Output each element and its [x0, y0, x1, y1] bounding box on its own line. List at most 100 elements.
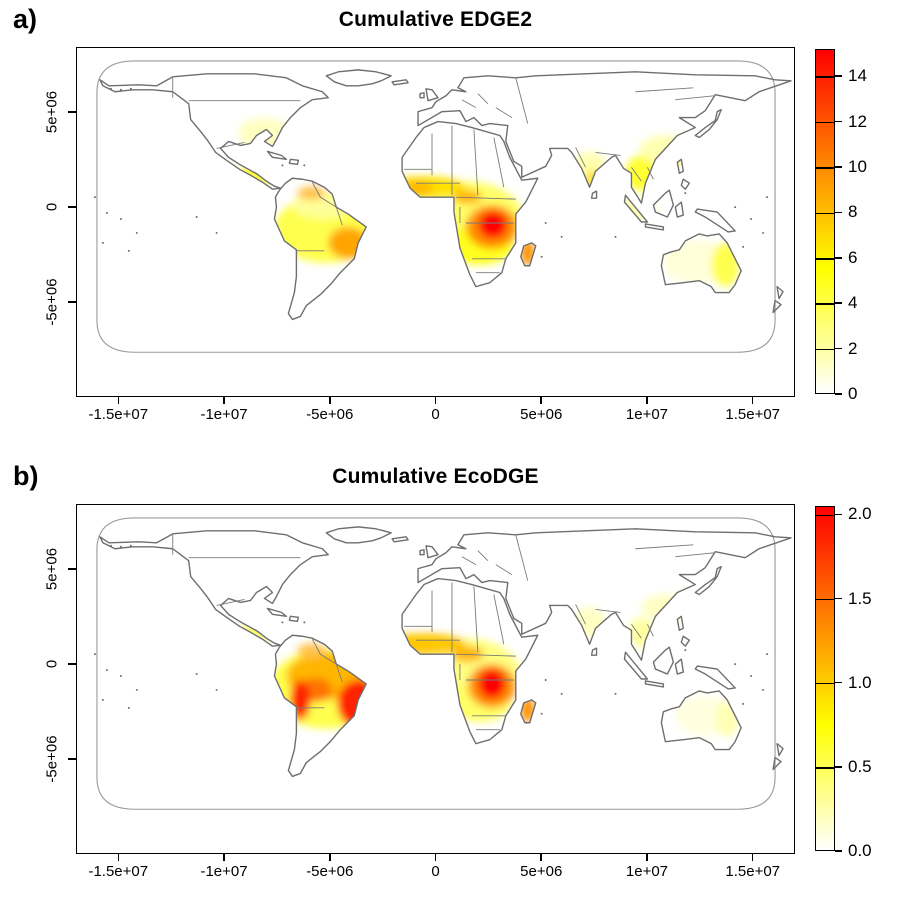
y-tick-label: 5e+06 [43, 90, 61, 134]
heat-region [615, 197, 656, 222]
x-tick-mark [646, 397, 648, 404]
panel-a-label: a) [13, 4, 38, 34]
x-tick-label: 0 [431, 406, 440, 423]
y-tick-label: 0 [43, 659, 61, 669]
colorbar-tick-mark [835, 681, 842, 684]
colorbar-tick-label: 10 [848, 157, 867, 177]
colorbar-tick-label: 6 [848, 247, 858, 267]
x-tick-mark [223, 854, 225, 861]
panel-b-label: b) [13, 461, 39, 491]
colorbar-tick-label: 12 [848, 111, 867, 131]
colorbar-tick-mark [835, 257, 842, 259]
panel-b-title: Cumulative EcoDGE [332, 465, 539, 488]
colorbar-tick-mark [835, 166, 842, 168]
colorbar-tick-label: 2.0 [848, 504, 872, 524]
x-tick-mark [434, 397, 437, 404]
colorbar-tick-line [816, 303, 834, 305]
y-tick-mark [68, 568, 76, 570]
x-tick-label: 1e+07 [625, 863, 669, 880]
colorbar-tick-mark [835, 597, 842, 600]
heat-region [238, 624, 275, 641]
colorbar-tick-label: 0.0 [848, 841, 872, 860]
x-tick-mark [117, 397, 120, 404]
colorbar-tick-line [816, 598, 834, 601]
panel-b-map-plot [76, 504, 795, 854]
panel-a-map-plot [76, 47, 795, 397]
colorbar-tick-mark [835, 302, 842, 304]
x-tick-mark [223, 397, 225, 404]
panel-b-colorbar [815, 506, 835, 851]
panel-a-title: Cumulative EDGE2 [338, 8, 533, 31]
colorbar-tick-mark [835, 120, 842, 123]
x-tick-mark [117, 854, 120, 861]
x-tick-mark [540, 854, 542, 861]
y-tick-label: -5e+06 [43, 735, 61, 783]
colorbar-tick-line [816, 121, 834, 124]
y-tick-mark [68, 301, 76, 303]
heat-region [715, 700, 740, 737]
y-tick-mark [68, 663, 76, 665]
colorbar-tick-mark [835, 513, 842, 516]
colorbar-tick-line [816, 212, 834, 215]
colorbar-tick-line [816, 514, 834, 517]
heat-region [573, 607, 606, 638]
heat-region [297, 186, 326, 201]
x-tick-label: 1e+07 [625, 406, 669, 423]
y-tick-mark [68, 206, 76, 208]
panel-a-world-map [77, 48, 794, 396]
colorbar-tick-label: 1.5 [848, 588, 872, 608]
colorbar-tick-label: 8 [848, 202, 858, 222]
heat-region [328, 226, 369, 259]
heat-region [290, 679, 311, 720]
colorbar-tick-mark [835, 75, 842, 77]
colorbar-tick-mark [835, 211, 842, 214]
y-tick-label: 0 [43, 202, 61, 212]
x-tick-mark [751, 854, 754, 861]
x-tick-label: -5e+06 [306, 406, 354, 423]
colorbar-tick-mark [835, 850, 842, 852]
panel-b: b) Cumulative EcoDGE -1.5e+07 -1e+07 -5e+0… [0, 457, 900, 906]
y-tick-mark [68, 111, 76, 113]
x-tick-mark [329, 854, 331, 861]
x-tick-label: -1e+07 [200, 863, 248, 880]
colorbar-tick-mark [835, 393, 842, 395]
heat-region [477, 669, 506, 699]
colorbar-tick-line [816, 348, 834, 351]
panel-a: a) Cumulative EDGE2 -1.5e+07 -1e+07 -5e+06… [13, 4, 867, 423]
heat-region [711, 242, 740, 287]
colorbar-tick-line [816, 76, 834, 78]
x-tick-label: 5e+06 [520, 406, 563, 423]
y-tick-label: 5e+06 [43, 547, 61, 591]
colorbar-tick-label: 0.5 [848, 756, 872, 776]
y-tick-label: -5e+06 [43, 278, 61, 326]
x-tick-label: -1.5e+07 [88, 863, 149, 880]
colorbar-tick-line [816, 682, 834, 685]
y-tick-mark [68, 758, 76, 760]
colorbar-tick-label: 1.0 [848, 672, 872, 692]
colorbar-tick-label: 2 [848, 338, 858, 358]
panel-b-world-map [77, 505, 794, 853]
x-tick-label: 1.5e+07 [725, 406, 781, 423]
colorbar-tick-mark [835, 347, 842, 350]
colorbar-tick-mark [835, 766, 842, 768]
heat-region [477, 211, 508, 239]
colorbar-tick-line [816, 258, 834, 260]
heat-region [628, 617, 655, 648]
colorbar-tick-label: 14 [848, 66, 867, 86]
colorbar-tick-line [816, 167, 834, 169]
x-tick-label: -5e+06 [306, 863, 354, 880]
panel-a-colorbar [815, 49, 835, 394]
colorbar-tick-line [816, 767, 834, 769]
heat-region [337, 679, 382, 728]
colorbar-tick-label: 0 [848, 384, 858, 403]
x-tick-label: 1.5e+07 [725, 863, 781, 880]
x-tick-mark [751, 397, 754, 404]
x-tick-mark [434, 854, 437, 861]
x-tick-label: 0 [431, 863, 440, 880]
colorbar-tick-label: 4 [848, 293, 858, 313]
x-tick-mark [540, 397, 542, 404]
x-tick-label: -1.5e+07 [88, 406, 149, 423]
x-tick-label: -1e+07 [200, 406, 248, 423]
heat-region [297, 643, 326, 658]
